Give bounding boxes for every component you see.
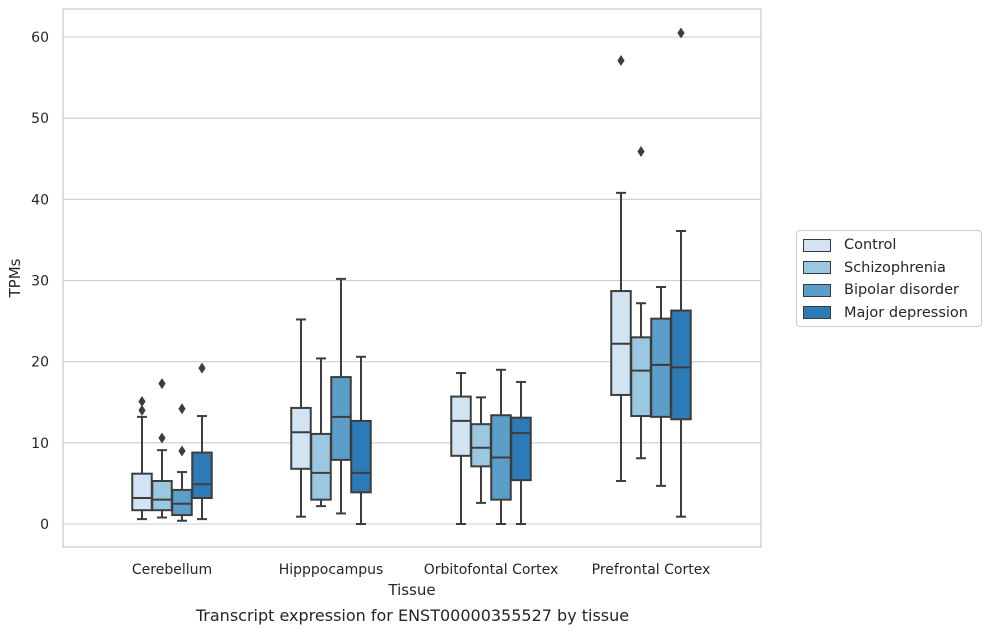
outlier-prefrontal-cortex-control-0: [617, 55, 625, 67]
outlier-cerebellum-major-depression-0: [198, 362, 206, 374]
box-orbitofontal-cortex-control: [450, 372, 472, 525]
outlier-cerebellum-bipolar-disorder-0: [178, 445, 186, 457]
box-orbitofontal-cortex-bipolar-disorder: [490, 368, 512, 525]
x-tick-label-hipppocampus: Hipppocampus: [279, 562, 384, 578]
box-body-cerebellum-major-depression: [191, 451, 213, 500]
box-prefrontal-cortex-major-depression: [670, 27, 692, 518]
box-prefrontal-cortex-control: [610, 55, 632, 482]
x-axis-label: Tissue: [387, 581, 435, 599]
box-cerebellum-bipolar-disorder: [171, 403, 193, 522]
x-tick-label-orbitofontal-cortex: Orbitofontal Cortex: [424, 562, 559, 578]
outlier-cerebellum-control-1: [138, 395, 146, 407]
outlier-cerebellum-schizophrenia-1: [158, 378, 166, 390]
x-tick-label-prefrontal-cortex: Prefrontal Cortex: [592, 562, 711, 578]
plot-frame: [62, 8, 762, 548]
legend-swatch-control: [803, 238, 831, 252]
y-tick-label-10: 10: [31, 436, 49, 452]
box-body-cerebellum-schizophrenia: [151, 479, 173, 512]
box-body-orbitofontal-cortex-control: [450, 395, 472, 457]
box-cerebellum-schizophrenia: [151, 378, 173, 519]
box-prefrontal-cortex-schizophrenia: [630, 145, 652, 460]
legend-item-bipolar-disorder: Bipolar disorder: [803, 279, 981, 302]
box-body-orbitofontal-cortex-major-depression: [510, 416, 532, 482]
box-body-cerebellum-control: [131, 472, 153, 512]
box-body-hipppocampus-bipolar-disorder: [330, 376, 352, 461]
y-tick-label-60: 60: [31, 30, 49, 46]
gridlines: [63, 36, 761, 525]
box-body-prefrontal-cortex-major-depression: [670, 309, 692, 421]
box-body-orbitofontal-cortex-schizophrenia: [470, 423, 492, 468]
y-tick-label-0: 0: [40, 517, 49, 533]
box-cerebellum-major-depression: [191, 362, 213, 521]
y-tick-label-40: 40: [31, 192, 49, 208]
box-body-prefrontal-cortex-bipolar-disorder: [650, 317, 672, 418]
box-hipppocampus-control: [290, 318, 312, 518]
box-hipppocampus-bipolar-disorder: [330, 277, 352, 515]
box-body-prefrontal-cortex-schizophrenia: [630, 336, 652, 418]
box-hipppocampus-schizophrenia: [310, 357, 332, 508]
legend-item-control: Control: [803, 234, 981, 257]
box-body-hipppocampus-control: [290, 406, 312, 470]
legend-item-major-depression: Major depression: [803, 302, 981, 325]
outlier-prefrontal-cortex-major-depression-0: [677, 27, 685, 39]
box-body-hipppocampus-major-depression: [350, 419, 372, 494]
legend-label-bipolar-disorder: Bipolar disorder: [844, 282, 959, 299]
legend-label-major-depression: Major depression: [844, 304, 968, 321]
box-prefrontal-cortex-bipolar-disorder: [650, 285, 672, 487]
legend-swatch-bipolar-disorder: [803, 283, 831, 297]
y-tick-label-30: 30: [31, 274, 49, 290]
legend-label-schizophrenia: Schizophrenia: [844, 259, 946, 276]
outlier-cerebellum-schizophrenia-0: [158, 432, 166, 444]
box-body-hipppocampus-schizophrenia: [310, 432, 332, 501]
boxes: [131, 27, 692, 525]
legend-item-schizophrenia: Schizophrenia: [803, 257, 981, 280]
y-tick-label-50: 50: [31, 111, 49, 127]
x-tick-label-cerebellum: Cerebellum: [132, 562, 212, 578]
box-orbitofontal-cortex-major-depression: [510, 380, 532, 525]
box-body-cerebellum-bipolar-disorder: [171, 488, 193, 517]
y-axis-label: TPMs: [6, 258, 24, 298]
legend-swatch-major-depression: [803, 306, 831, 320]
legend-label-control: Control: [844, 237, 897, 254]
legend-swatch-schizophrenia: [803, 261, 831, 275]
box-orbitofontal-cortex-schizophrenia: [470, 396, 492, 504]
box-hipppocampus-major-depression: [350, 355, 372, 525]
outlier-cerebellum-control-0: [138, 404, 146, 416]
outlier-prefrontal-cortex-schizophrenia-0: [637, 145, 645, 157]
outlier-cerebellum-bipolar-disorder-1: [178, 403, 186, 415]
legend: Control Schizophrenia Bipolar disorder M…: [796, 230, 982, 327]
chart-caption: Transcript expression for ENST0000035552…: [195, 606, 630, 625]
box-cerebellum-control: [131, 395, 153, 521]
x-tick-labels: Cerebellum Hipppocampus Orbitofontal Corte…: [132, 562, 710, 578]
y-tick-labels: 0 10 20 30 40 50 60: [31, 30, 49, 533]
y-tick-label-20: 20: [31, 355, 49, 371]
